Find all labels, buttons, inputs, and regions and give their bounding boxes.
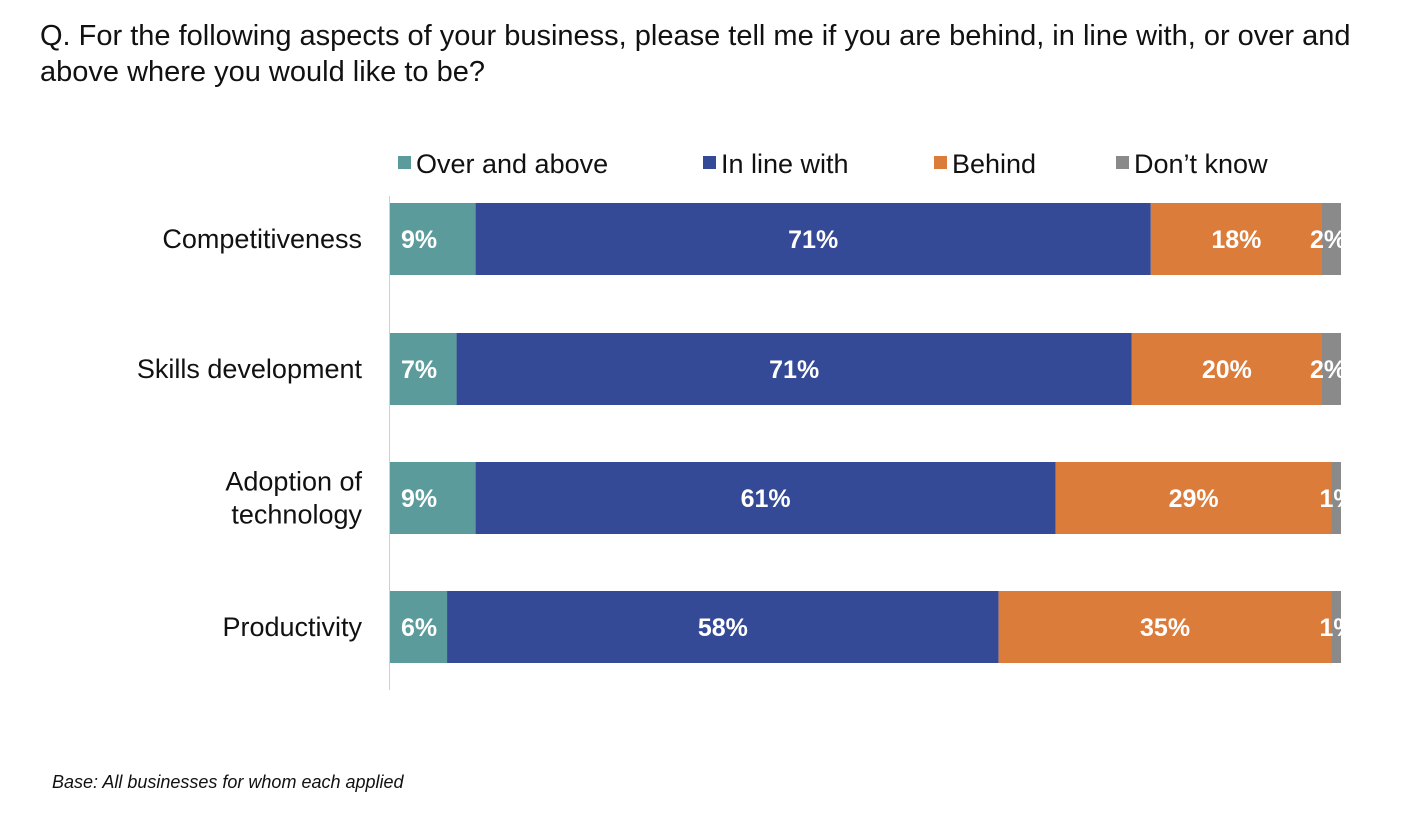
data-label-behind: 18% (1211, 226, 1261, 254)
bar-row-adoption-of-technology: 9% 61% 29% 1% (390, 462, 1355, 534)
legend-swatch (934, 156, 947, 169)
category-label-productivity: Productivity (222, 612, 362, 642)
data-label-over-and-above: 7% (401, 356, 437, 384)
bar-segment-behind (1150, 203, 1322, 275)
legend-swatch (1116, 156, 1129, 169)
bar-segment-don-t-know (1321, 203, 1341, 275)
stacked-bar-chart: Over and above In line with Behind Don’t kn… (137, 149, 1355, 690)
bar-segment-over-and-above (390, 203, 476, 275)
data-label-don-t-know: 1% (1319, 614, 1355, 642)
data-label-behind: 20% (1202, 356, 1252, 384)
data-labels: 9% 71% 18% 2% (401, 226, 1346, 254)
bar-segment-behind (1131, 333, 1322, 405)
legend-label: Behind (952, 149, 1036, 179)
data-label-in-line-with: 58% (698, 614, 748, 642)
legend-item-don-t-know: Don’t know (1116, 149, 1268, 179)
data-label-don-t-know: 2% (1310, 356, 1346, 384)
legend-label: Over and above (416, 149, 608, 179)
category-label-skills-development: Skills development (137, 354, 363, 384)
category-label-adoption-of-technology: Adoption of (225, 467, 362, 497)
data-label-behind: 29% (1169, 485, 1219, 513)
data-label-don-t-know: 2% (1310, 226, 1346, 254)
data-labels: 6% 58% 35% 1% (401, 614, 1355, 642)
bar-row-productivity: 6% 58% 35% 1% (390, 591, 1355, 663)
legend-label: Don’t know (1134, 149, 1268, 179)
data-label-in-line-with: 61% (741, 485, 791, 513)
bar-segment-don-t-know (1331, 591, 1341, 663)
bar-segment-in-line-with (475, 203, 1151, 275)
data-labels: 7% 71% 20% 2% (401, 356, 1346, 384)
category-label-competitiveness: Competitiveness (162, 224, 362, 254)
bar-row-skills-development: 7% 71% 20% 2% (390, 333, 1346, 405)
bar-segment-behind (998, 591, 1332, 663)
data-label-over-and-above: 6% (401, 614, 437, 642)
bar-segment-in-line-with (456, 333, 1132, 405)
data-label-behind: 35% (1140, 614, 1190, 642)
bar-segment-don-t-know (1331, 462, 1341, 534)
bar-segment-in-line-with (447, 591, 999, 663)
bar-segment-behind (1055, 462, 1332, 534)
bar-segment-over-and-above (390, 462, 476, 534)
legend-item-over-and-above: Over and above (398, 149, 608, 179)
bar-segment-over-and-above (390, 591, 448, 663)
bar-segment-don-t-know (1321, 333, 1341, 405)
legend-item-behind: Behind (934, 149, 1036, 179)
bar-segment-in-line-with (475, 462, 1056, 534)
legend-item-in-line-with: In line with (703, 149, 849, 179)
bar-row-competitiveness: 9% 71% 18% 2% (390, 203, 1346, 275)
data-label-in-line-with: 71% (788, 226, 838, 254)
legend-swatch (398, 156, 411, 169)
data-label-in-line-with: 71% (769, 356, 819, 384)
legend-label: In line with (721, 149, 849, 179)
base-footnote: Base: All businesses for whom each appli… (52, 772, 404, 792)
bar-segment-over-and-above (390, 333, 457, 405)
question-title: Q. For the following aspects of your bus… (40, 20, 1351, 88)
data-labels: 9% 61% 29% 1% (401, 485, 1355, 513)
data-label-don-t-know: 1% (1319, 485, 1355, 513)
data-label-over-and-above: 9% (401, 485, 437, 513)
data-label-over-and-above: 9% (401, 226, 437, 254)
category-label-adoption-of-technology: technology (231, 500, 362, 530)
legend-swatch (703, 156, 716, 169)
